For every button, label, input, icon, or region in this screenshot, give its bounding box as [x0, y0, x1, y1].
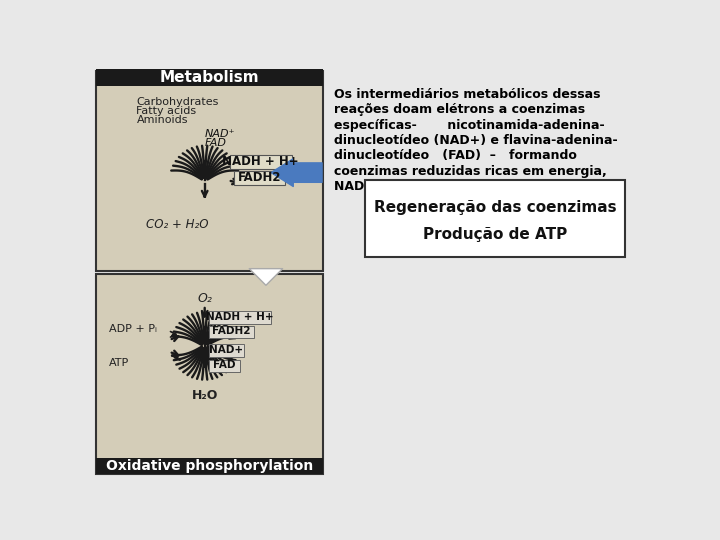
Text: NAD⁺: NAD⁺: [204, 129, 235, 139]
Text: coenzimas reduzidas ricas em energia,: coenzimas reduzidas ricas em energia,: [334, 165, 607, 178]
Text: Aminoids: Aminoids: [137, 115, 188, 125]
Text: específicas-       nicotinamida-adenina-: específicas- nicotinamida-adenina-: [334, 119, 605, 132]
Text: ADP + Pᵢ: ADP + Pᵢ: [109, 324, 158, 334]
Text: FADH2: FADH2: [238, 172, 281, 185]
Bar: [209, 360, 240, 372]
Text: reações doam elétrons a coenzimas: reações doam elétrons a coenzimas: [334, 103, 585, 116]
Text: Oxidative phosphorylation: Oxidative phosphorylation: [106, 459, 313, 473]
Text: Regeneração das coenzimas: Regeneração das coenzimas: [374, 200, 616, 215]
Bar: [96, 71, 323, 271]
FancyArrowPatch shape: [249, 269, 282, 285]
Bar: [230, 155, 292, 168]
Text: dinucleotídeo (NAD+) e flavina-adenina-: dinucleotídeo (NAD+) e flavina-adenina-: [334, 134, 618, 147]
Text: ATP: ATP: [109, 358, 130, 368]
Text: Os intermediários metabólicos dessas: Os intermediários metabólicos dessas: [334, 88, 600, 101]
Text: FAD: FAD: [204, 138, 227, 149]
Bar: [209, 311, 271, 323]
Text: Metabolism: Metabolism: [160, 70, 259, 85]
Text: H₂O: H₂O: [192, 389, 218, 402]
Text: NADH + H+: NADH + H+: [222, 156, 299, 168]
Bar: [209, 345, 244, 356]
Text: dinucleotídeo   (FAD)  –   formando: dinucleotídeo (FAD) – formando: [334, 150, 577, 163]
Bar: [209, 326, 253, 338]
Text: Produção de ATP: Produção de ATP: [423, 227, 567, 242]
Text: FAD: FAD: [213, 360, 235, 370]
Bar: [234, 171, 284, 185]
Text: O₂: O₂: [197, 292, 212, 305]
Bar: [96, 274, 323, 475]
Text: NAD+: NAD+: [210, 345, 243, 355]
Text: Carbohydrates: Carbohydrates: [137, 97, 219, 107]
FancyArrowPatch shape: [271, 159, 322, 186]
Text: NADH + H+: NADH + H+: [206, 312, 274, 322]
Text: CO₂ + H₂O: CO₂ + H₂O: [145, 219, 208, 232]
Bar: [96, 69, 323, 86]
Text: NADH e FADH2: NADH e FADH2: [334, 180, 438, 193]
Bar: [365, 180, 625, 257]
Text: Fatty acids: Fatty acids: [137, 106, 197, 116]
Bar: [96, 457, 323, 475]
Text: FADH2: FADH2: [212, 326, 251, 336]
